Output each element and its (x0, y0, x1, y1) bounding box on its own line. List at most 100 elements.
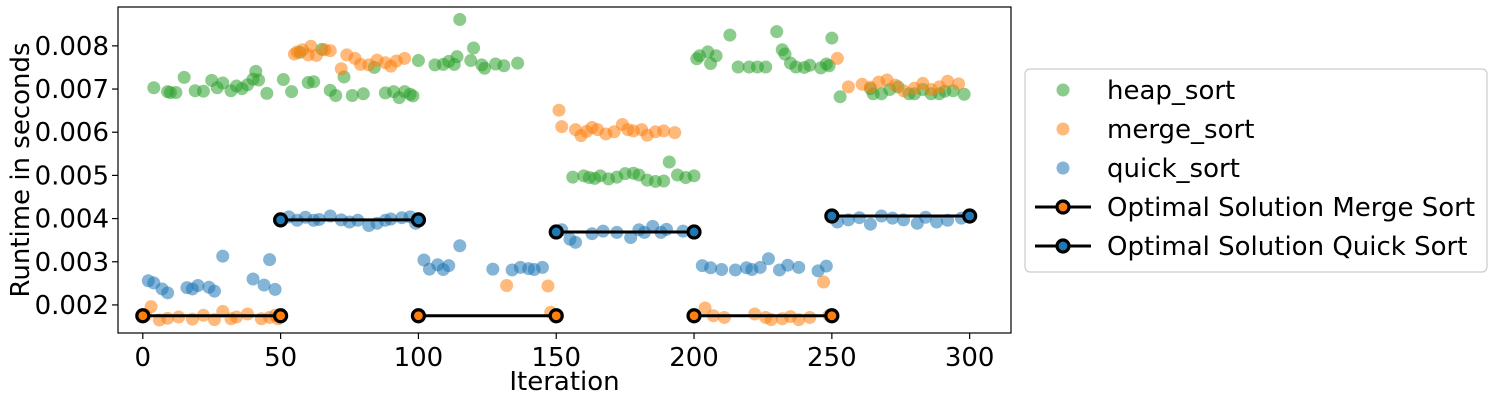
y-axis-label: Runtime in seconds (6, 42, 36, 297)
quick-sort-point (191, 279, 205, 292)
quick-sort-point (624, 231, 638, 245)
x-tick-label: 50 (264, 343, 297, 373)
heap-sort-point (285, 85, 299, 99)
x-tick-label: 100 (394, 343, 444, 373)
optimal-merge-sort-marker (548, 308, 564, 324)
heap-sort-point (957, 87, 971, 101)
heap-sort-point (464, 54, 478, 68)
quick-sort-point (753, 260, 767, 274)
merge-sort-point (657, 124, 671, 138)
heap-sort-point (147, 81, 161, 95)
merge-sort-point (552, 103, 566, 117)
legend-items: heap_sort merge_sort quick_sort Optimal Sol… (1035, 76, 1475, 262)
heap-sort-point (411, 54, 425, 68)
legend-marker (1055, 199, 1071, 215)
heap-sort-point (825, 31, 839, 45)
ticks-layer: 0 50 100 150 200 250 300 0.002 0.003 0.004 0.005 0.… (35, 32, 995, 373)
quick-sort-point (257, 278, 271, 292)
legend-label: merge_sort (1107, 115, 1254, 145)
heap-sort-point (453, 13, 467, 27)
heap-sort-point (260, 86, 274, 100)
optimal-merge-sort-marker (135, 308, 151, 324)
heap-sort-point (216, 76, 230, 90)
y-tick-label: 0.007 (35, 75, 109, 105)
quick-sort-point (216, 249, 230, 263)
merge-sort-point (830, 51, 844, 65)
optimal-quick-sort-marker (410, 212, 427, 228)
x-tick-label: 300 (945, 343, 995, 373)
quick-sort-point (246, 272, 260, 286)
merge-sort-point (541, 279, 555, 293)
x-tick-label: 250 (807, 343, 857, 373)
merge-sort-point (334, 62, 348, 76)
merge-sort-point (668, 126, 682, 140)
heap-sort-point (345, 89, 359, 103)
optimal-merge-sort-marker (273, 308, 289, 324)
y-tick-label: 0.006 (35, 118, 109, 148)
y-tick-label: 0.004 (35, 205, 109, 235)
merge-sort-point (500, 279, 514, 292)
legend-entry: merge_sort (1056, 115, 1254, 145)
quick-sort-point (486, 262, 500, 276)
heap-sort-point (177, 70, 191, 84)
merge-sort-point (897, 84, 911, 98)
quick-sort-point (659, 222, 673, 236)
y-tick-label: 0.008 (35, 32, 109, 62)
merge-sort-point (398, 51, 412, 65)
legend-marker (1055, 238, 1071, 254)
points-layer (139, 13, 971, 327)
heap-sort-point (450, 50, 464, 64)
x-tick-label: 0 (135, 343, 152, 373)
legend-marker (1056, 83, 1070, 97)
heap-sort-point (478, 61, 492, 75)
legend-marker (1056, 161, 1070, 175)
merge-sort-point (555, 120, 569, 134)
quick-sort-point (715, 263, 729, 277)
heap-sort-point (770, 25, 784, 39)
heap-sort-point (497, 59, 511, 73)
quick-sort-point (207, 284, 221, 298)
legend-label: Optimal Solution Quick Sort (1107, 232, 1467, 262)
quick-sort-point (704, 261, 718, 275)
merge-sort-point (841, 80, 855, 94)
legend-entry: Optimal Solution Merge Sort (1035, 193, 1475, 223)
heap-sort-point (467, 41, 481, 55)
heap-sort-point (657, 174, 671, 188)
heap-sort-point (406, 89, 420, 103)
quick-sort-point (863, 217, 877, 231)
heap-sort-point (169, 85, 183, 99)
heap-sort-point (803, 58, 817, 72)
heap-sort-point (566, 170, 580, 184)
optimal-quick-sort-marker (273, 212, 289, 228)
optimal-quick-sort-marker (686, 224, 702, 240)
quick-sort-point (792, 260, 806, 274)
merge-sort-point (941, 74, 955, 88)
heap-sort-point (511, 56, 525, 70)
y-tick-label: 0.003 (35, 248, 109, 278)
merge-sort-point (748, 307, 762, 321)
heap-sort-point (709, 49, 723, 63)
merge-sort-point (952, 77, 966, 91)
optimal-quick-sort-marker (824, 208, 840, 224)
legend-label: heap_sort (1107, 76, 1235, 106)
quick-sort-point (728, 263, 742, 277)
quick-sort-point (161, 286, 175, 300)
optimal-lines-layer (135, 208, 978, 324)
quick-sort-point (852, 211, 866, 225)
merge-sort-point (717, 310, 731, 324)
legend-label: quick_sort (1107, 154, 1240, 184)
heap-sort-point (356, 87, 370, 101)
merge-sort-point (241, 307, 255, 321)
legend-entry: heap_sort (1056, 76, 1235, 106)
x-tick-label: 150 (531, 343, 581, 373)
x-tick-label: 200 (669, 343, 719, 373)
quick-sort-point (268, 282, 282, 296)
optimal-quick-sort-marker (548, 224, 564, 240)
quick-sort-point (453, 239, 467, 253)
quick-sort-point (761, 252, 775, 266)
heap-sort-point (687, 169, 701, 183)
merge-sort-point (803, 310, 817, 324)
heap-sort-point (731, 60, 745, 74)
